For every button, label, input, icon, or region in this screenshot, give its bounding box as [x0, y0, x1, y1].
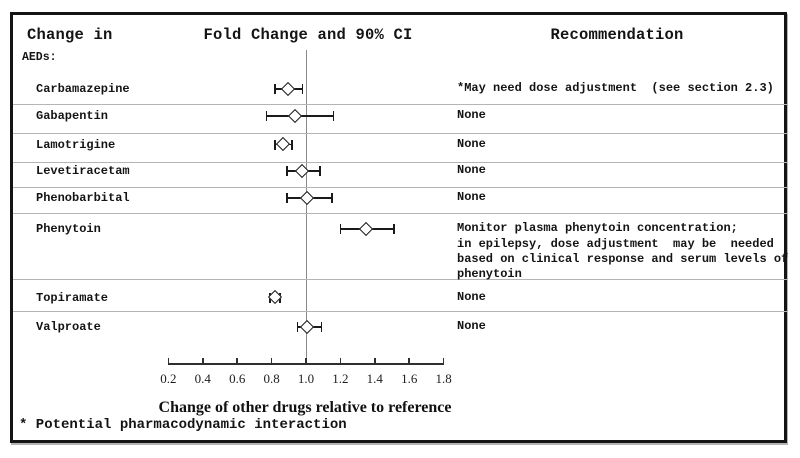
x-tick-label: 0.4 [194, 371, 211, 386]
x-axis-tick [270, 358, 273, 363]
x-tick-label: 1.4 [366, 371, 383, 386]
row-separator [13, 311, 787, 312]
drug-label: Lamotrigine [36, 137, 116, 152]
drug-label: Phenytoin [36, 222, 101, 236]
drug-label: Levetiracetam [36, 164, 130, 178]
drug-label: Gabapentin [36, 109, 109, 123]
ci-cap-low [339, 224, 342, 234]
footnote: * Potential pharmacodynamic interaction [19, 417, 347, 433]
recommendation-text: None [457, 136, 486, 151]
ci-cap-high [320, 322, 323, 332]
drug-label: Topiramate [36, 290, 109, 305]
column-header-change-in: Change in [27, 26, 113, 44]
ci-cap-high [332, 111, 335, 121]
row-separator [13, 162, 787, 163]
ci-cap-low [286, 166, 288, 176]
ci-cap-low [274, 139, 276, 150]
x-tick-label: 1.6 [401, 371, 418, 386]
x-axis-tick [236, 358, 238, 363]
row-separator [13, 187, 787, 188]
x-tick-label: 1.0 [297, 371, 315, 386]
ci-cap-high [318, 166, 321, 176]
drug-label: Valproate [36, 320, 101, 334]
ci-cap-high [331, 193, 333, 203]
ci-cap-high [301, 84, 304, 94]
x-axis-tick [305, 358, 307, 363]
drug-label: Carbamazepine [36, 82, 130, 96]
x-tick-label: 0.6 [229, 371, 246, 386]
x-axis-title: Change of other drugs relative to refere… [158, 399, 452, 416]
x-tick-label: 0.8 [263, 371, 280, 386]
ci-cap-low [265, 111, 268, 121]
x-axis-tick [442, 358, 445, 363]
row-separator [13, 103, 787, 105]
recommendation-text: Monitor plasma phenytoin concentration; … [457, 221, 789, 281]
group-label-aeds: AEDs: [22, 51, 57, 64]
column-header-fold-change: Fold Change and 90% CI [203, 26, 413, 44]
recommendation-text: None [457, 163, 486, 178]
ci-cap-high [392, 224, 395, 234]
x-tick-label: 1.2 [332, 371, 349, 386]
ci-cap-low [286, 193, 288, 203]
recommendation-text: None [457, 319, 486, 334]
recommendation-text: None [457, 108, 486, 123]
x-axis-line [168, 363, 444, 365]
ci-cap-low [296, 322, 299, 332]
row-separator [13, 133, 787, 134]
x-tick-label: 0.2 [160, 371, 177, 386]
x-tick-label: 1.8 [435, 371, 452, 386]
figure-frame [10, 12, 787, 443]
recommendation-text: None [457, 190, 486, 205]
reference-line [305, 50, 307, 364]
x-axis-tick [408, 358, 410, 363]
x-axis-tick [167, 358, 170, 363]
ci-cap-high [291, 139, 294, 150]
x-axis-tick [202, 358, 204, 363]
x-axis-tick [374, 358, 376, 363]
ci-cap-low [274, 84, 276, 94]
recommendation-text: None [457, 289, 486, 304]
row-separator [13, 279, 787, 280]
x-axis-tick [339, 358, 342, 363]
column-header-recommendation: Recommendation [550, 26, 684, 44]
drug-label: Phenobarbital [36, 191, 130, 205]
row-separator [13, 213, 787, 214]
recommendation-text: *May need dose adjustment (see section 2… [457, 81, 774, 96]
